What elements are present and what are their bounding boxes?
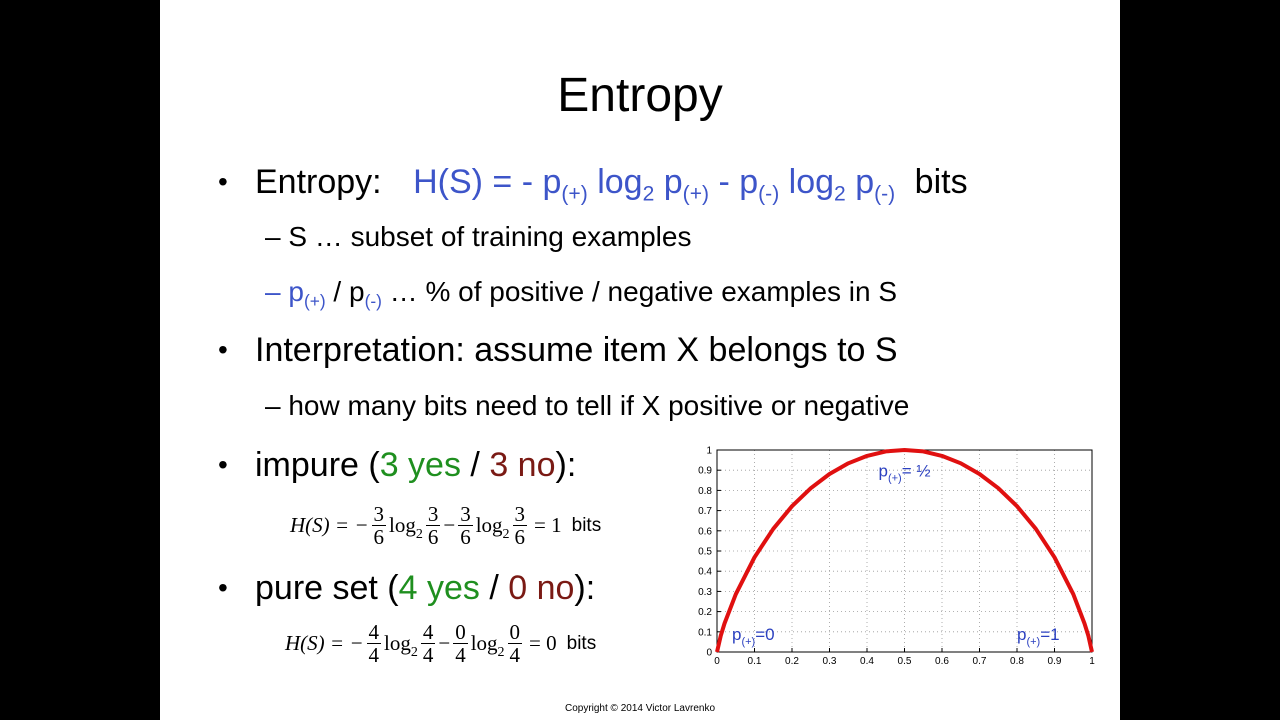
impure-yes: 3 yes: [379, 446, 461, 484]
curve-annotation: p(+)=1: [1017, 625, 1060, 648]
y-tick-label: 0.1: [698, 627, 712, 638]
x-tick-label: 0.1: [748, 656, 762, 667]
x-tick-label: 0: [714, 656, 720, 667]
bullet-dot: •: [218, 449, 228, 480]
entropy-unit: bits: [914, 163, 968, 201]
y-tick-label: 0.2: [698, 607, 712, 618]
x-tick-label: 0.3: [823, 656, 837, 667]
entropy-formula: H(S) = - p(+) log2 p(+) - p(-) log2 p(-): [413, 163, 896, 206]
y-tick-label: 0.9: [698, 466, 712, 477]
y-tick-label: 0.6: [698, 526, 712, 537]
bullet-dot: •: [218, 572, 228, 603]
pure-no: 0 no: [508, 569, 575, 607]
entropy-chart: 0 0.1 0.2 0.3 0.4 0.5 0.6 0.7 0.8 0.9 1 0 0.1 0.2 0.3 0…: [698, 446, 1095, 668]
y-tick-label: 0: [706, 648, 712, 659]
y-tick-label: 0.4: [698, 567, 712, 578]
x-tick-label: 0.9: [1048, 656, 1062, 667]
curve-annotation: p(+)=0: [732, 625, 775, 648]
y-tick-label: 0.5: [698, 547, 712, 558]
curve-annotation: p(+)= ½: [878, 461, 930, 484]
y-tick-label: 0.7: [698, 506, 712, 517]
copyright: Copyright © 2014 Victor Lavrenko: [564, 703, 716, 714]
x-tick-label: 0.5: [898, 656, 912, 667]
entropy-lead: Entropy:: [255, 163, 382, 201]
sub-bullet-bits: – how many bits need to tell if X positi…: [265, 390, 910, 421]
slide: Entropy • Entropy: H(S) = - p(+) log2 p(…: [160, 0, 1120, 720]
x-tick-label: 0.2: [785, 656, 799, 667]
x-tick-label: 0.7: [973, 656, 987, 667]
y-tick-label: 0.3: [698, 587, 712, 598]
x-tick-label: 0.6: [935, 656, 949, 667]
sub-bullet-proportions: – p(+) / p(-) … % of positive / negative…: [265, 276, 898, 312]
x-tick-label: 1: [1089, 656, 1095, 667]
bullet-dot: •: [218, 334, 228, 365]
impure-no: 3 no: [489, 446, 556, 484]
slide-title: Entropy: [557, 69, 723, 122]
x-tick-label: 0.4: [860, 656, 874, 667]
x-tick-label: 0.8: [1010, 656, 1024, 667]
sub-bullet-subset: – S … subset of training examples: [265, 221, 692, 252]
y-tick-label: 1: [706, 446, 712, 457]
bullet-dot: •: [218, 166, 228, 197]
pure-yes: 4 yes: [398, 569, 480, 607]
interpretation-text: Interpretation: assume item X belongs to…: [255, 331, 898, 369]
y-tick-label: 0.8: [698, 486, 712, 497]
